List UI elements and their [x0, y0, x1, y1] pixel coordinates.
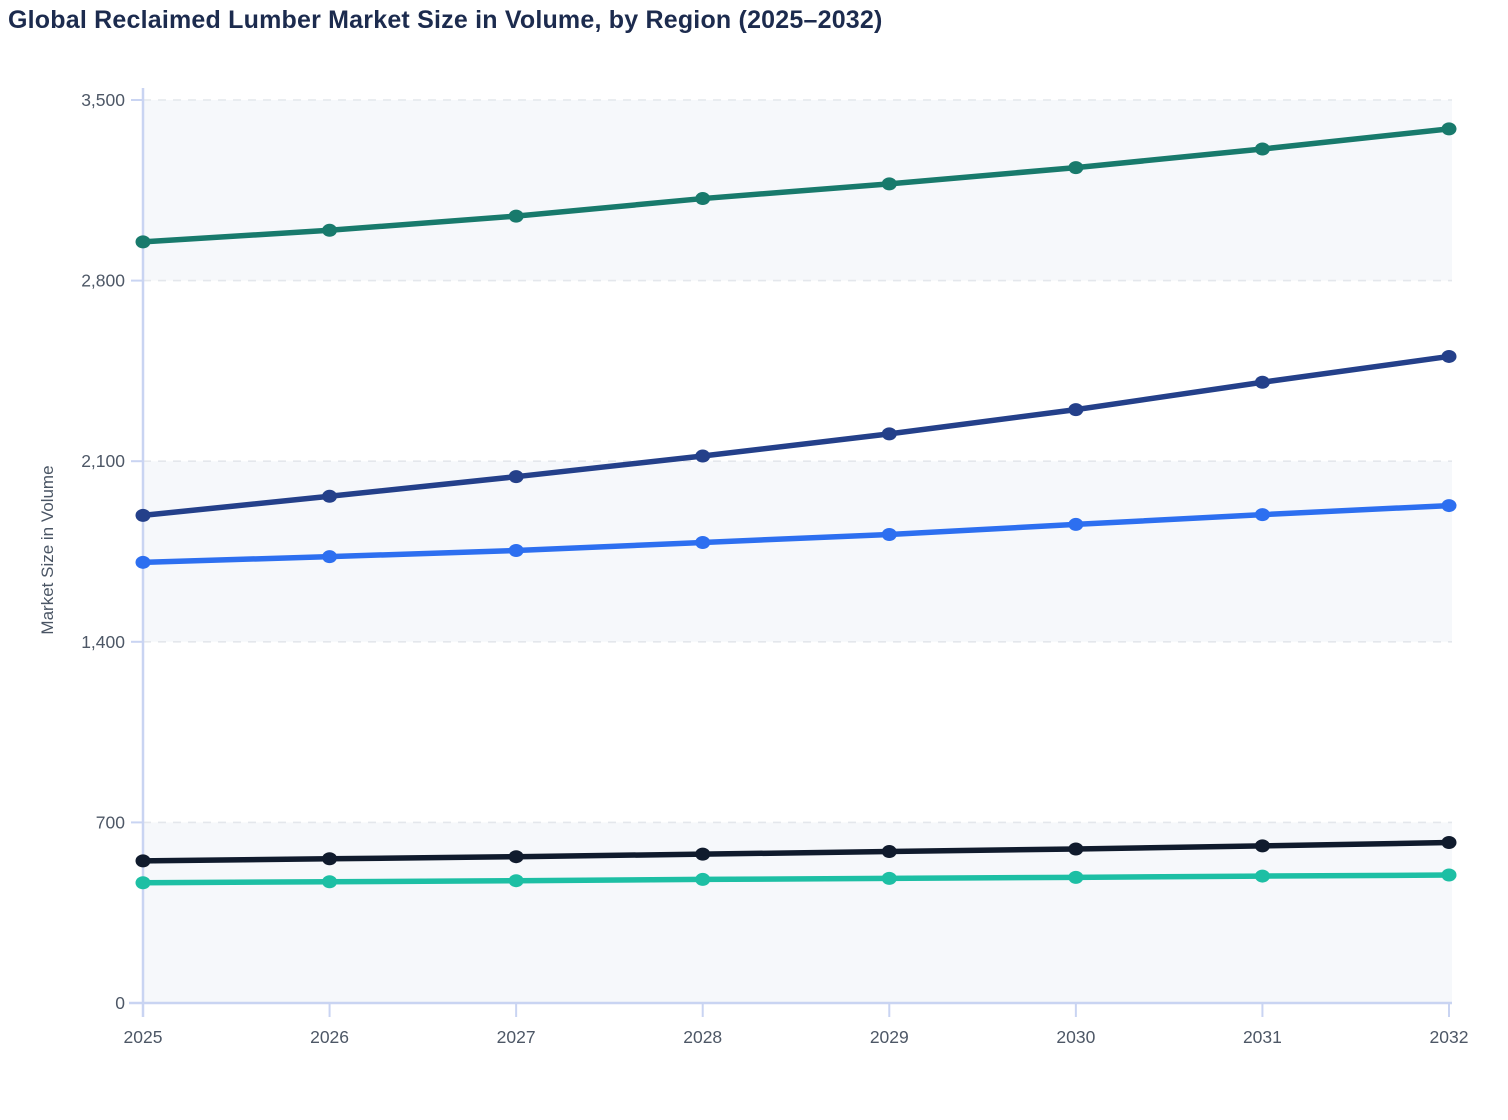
data-point-navy-2029[interactable] [881, 427, 897, 441]
plot-band [143, 822, 1452, 1003]
chart-title: Global Reclaimed Lumber Market Size in V… [8, 6, 883, 34]
y-tick-label: 0 [115, 993, 125, 1013]
data-point-mint-2029[interactable] [881, 871, 897, 885]
series-line-mint [140, 872, 1452, 886]
data-point-dark-navy-2029[interactable] [881, 845, 897, 859]
data-point-blue-2029[interactable] [881, 527, 897, 541]
data-point-teal-2026[interactable] [322, 223, 338, 237]
data-point-dark-navy-2028[interactable] [695, 847, 711, 861]
data-point-navy-2028[interactable] [695, 449, 711, 463]
data-point-navy-2032[interactable] [1441, 349, 1457, 363]
data-point-teal-2028[interactable] [695, 192, 711, 206]
data-point-blue-2025[interactable] [135, 555, 151, 569]
data-point-mint-2031[interactable] [1254, 869, 1270, 883]
y-tick-label: 3,500 [81, 90, 125, 110]
y-tick-label: 700 [96, 812, 125, 832]
x-tick-label: 2026 [310, 1027, 349, 1047]
x-tick-label: 2028 [683, 1027, 722, 1047]
series-line-navy [140, 353, 1452, 519]
series-line-teal [140, 126, 1452, 245]
data-point-blue-2028[interactable] [695, 535, 711, 549]
data-point-dark-navy-2030[interactable] [1068, 842, 1084, 856]
data-point-blue-2027[interactable] [508, 543, 524, 557]
data-point-dark-navy-2032[interactable] [1441, 836, 1457, 850]
data-point-navy-2027[interactable] [508, 470, 524, 484]
data-point-navy-2030[interactable] [1068, 403, 1084, 417]
x-tick-label: 2027 [497, 1027, 536, 1047]
data-point-blue-2031[interactable] [1254, 508, 1270, 522]
data-point-teal-2031[interactable] [1254, 142, 1270, 156]
data-point-navy-2026[interactable] [322, 489, 338, 503]
data-point-navy-2031[interactable] [1254, 375, 1270, 389]
data-point-blue-2026[interactable] [322, 550, 338, 564]
y-axis-title: Market Size in Volume [38, 465, 57, 635]
data-point-mint-2030[interactable] [1068, 870, 1084, 884]
data-point-mint-2032[interactable] [1441, 868, 1457, 882]
data-point-mint-2025[interactable] [135, 876, 151, 890]
data-point-dark-navy-2027[interactable] [508, 850, 524, 864]
data-point-dark-navy-2025[interactable] [135, 854, 151, 868]
data-point-teal-2027[interactable] [508, 209, 524, 223]
data-point-blue-2030[interactable] [1068, 517, 1084, 531]
series-line-blue [140, 502, 1452, 566]
data-point-teal-2029[interactable] [881, 177, 897, 191]
data-point-teal-2032[interactable] [1441, 122, 1457, 136]
x-tick-label: 2031 [1243, 1027, 1282, 1047]
data-point-mint-2028[interactable] [695, 872, 711, 886]
data-point-dark-navy-2026[interactable] [322, 852, 338, 866]
data-point-teal-2025[interactable] [135, 235, 151, 249]
data-point-navy-2025[interactable] [135, 508, 151, 522]
x-tick-label: 2030 [1056, 1027, 1095, 1047]
data-point-blue-2032[interactable] [1441, 499, 1457, 513]
data-point-mint-2026[interactable] [322, 875, 338, 889]
data-point-mint-2027[interactable] [508, 874, 524, 888]
data-point-teal-2030[interactable] [1068, 161, 1084, 175]
data-point-dark-navy-2031[interactable] [1254, 839, 1270, 853]
x-tick-label: 2025 [124, 1027, 163, 1047]
y-tick-label: 2,100 [81, 451, 125, 471]
plot-band [143, 461, 1452, 642]
y-tick-label: 2,800 [81, 271, 125, 291]
x-tick-label: 2032 [1430, 1027, 1469, 1047]
series-line-dark-navy [140, 839, 1452, 864]
x-tick-label: 2029 [870, 1027, 909, 1047]
y-tick-label: 1,400 [81, 632, 125, 652]
